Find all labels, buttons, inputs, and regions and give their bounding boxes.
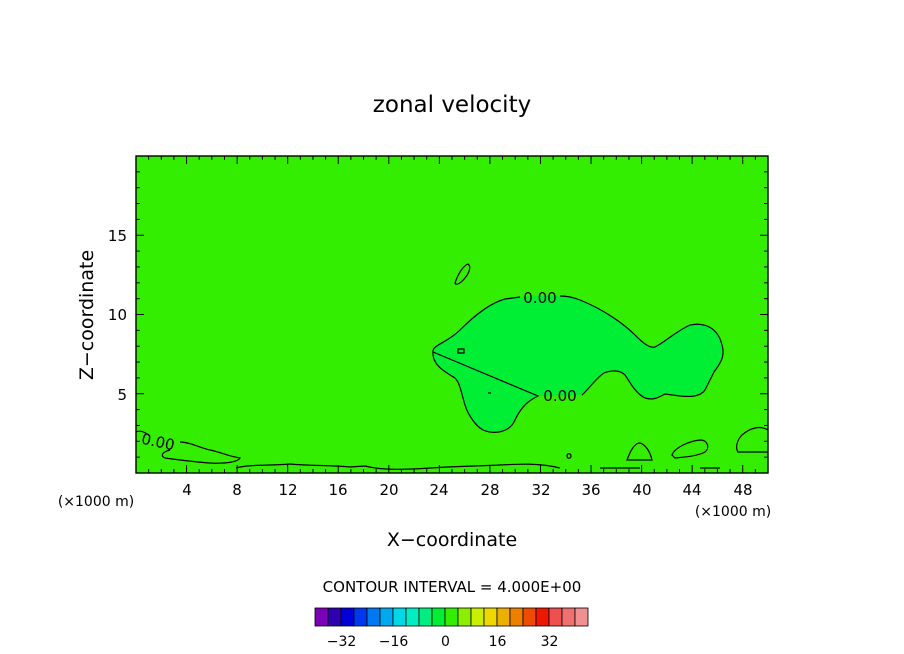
- plot-area: [136, 156, 768, 473]
- colorbar-swatch: [574, 607, 589, 627]
- colorbar-swatch: [470, 607, 485, 627]
- colorbar-tick-label: 0: [441, 634, 450, 650]
- colorbar-swatch: [483, 607, 498, 627]
- x-tick-label: 20: [379, 481, 398, 499]
- x-tick-labels: 4 8 12 16 20 24 28 32 36 40 44 48: [182, 481, 752, 499]
- colorbar-tick-label: −16: [379, 634, 409, 650]
- x-tick-label: 40: [632, 481, 651, 499]
- y-tick-label: 10: [108, 306, 127, 324]
- contour-line-small-dot: [457, 348, 465, 354]
- x-unit-left: (×1000 m): [58, 494, 134, 510]
- colorbar-swatch: [457, 607, 472, 627]
- x-axis-label: X−coordinate: [387, 529, 517, 551]
- y-tick-label: 5: [117, 386, 127, 404]
- colorbar-tick-label: 16: [489, 634, 507, 650]
- zero-region: [432, 295, 724, 433]
- contour-line-small-34: [566, 453, 572, 459]
- colorbar-swatch: [522, 607, 537, 627]
- colorbar-swatch: [353, 607, 368, 627]
- contour-label-mid: 0.00: [543, 387, 576, 405]
- y-axis-label: Z−coordinate: [76, 250, 98, 380]
- colorbar-swatch: [418, 607, 433, 627]
- y-tick-labels: 5 10 15: [108, 227, 127, 404]
- colorbar: [314, 607, 589, 627]
- contour-line-small-top: [454, 263, 471, 285]
- colorbar-tick-label: −32: [327, 634, 357, 650]
- colorbar-tick-label: 32: [541, 634, 559, 650]
- colorbar-swatch: [314, 607, 329, 627]
- contour-line-bottom: [235, 463, 720, 470]
- colorbar-swatch: [535, 607, 550, 627]
- x-unit-right: (×1000 m): [695, 504, 771, 520]
- colorbar-swatch: [444, 607, 459, 627]
- contour-line-blob-40: [626, 442, 653, 461]
- colorbar-swatch: [340, 607, 355, 627]
- colorbar-swatch: [392, 607, 407, 627]
- contour-interval-text: CONTOUR INTERVAL = 4.000E+00: [323, 578, 582, 596]
- colorbar-swatch: [496, 607, 511, 627]
- colorbar-swatch: [561, 607, 576, 627]
- x-tick-label: 12: [278, 481, 297, 499]
- contour-line-right-edge: [736, 426, 769, 453]
- colorbar-swatch: [509, 607, 524, 627]
- x-tick-label: 24: [429, 481, 448, 499]
- contour-line-left-edge: [135, 430, 241, 464]
- x-tick-label: 28: [480, 481, 499, 499]
- chart-title: zonal velocity: [373, 92, 531, 118]
- x-tick-label: 44: [682, 481, 701, 499]
- x-tick-label: 32: [531, 481, 550, 499]
- colorbar-swatch: [431, 607, 446, 627]
- colorbar-swatch: [379, 607, 394, 627]
- y-tick-label: 15: [108, 227, 127, 245]
- colorbar-swatch: [548, 607, 563, 627]
- x-tick-label: 4: [182, 481, 192, 499]
- colorbar-swatch: [405, 607, 420, 627]
- colorbar-swatch: [366, 607, 381, 627]
- x-tick-label: 16: [328, 481, 347, 499]
- colorbar-swatch: [327, 607, 342, 627]
- colorbar-tick-labels: −32 −16 0 16 32: [327, 634, 559, 650]
- x-tick-label: 36: [581, 481, 600, 499]
- contour-label-top: 0.00: [523, 289, 556, 307]
- contour-lines: [135, 263, 769, 470]
- tick-marks: [136, 156, 768, 473]
- x-tick-label: 8: [232, 481, 242, 499]
- x-tick-label: 48: [733, 481, 752, 499]
- contour-line-zero-main: [432, 295, 724, 433]
- contour-line-blob-44: [671, 439, 709, 459]
